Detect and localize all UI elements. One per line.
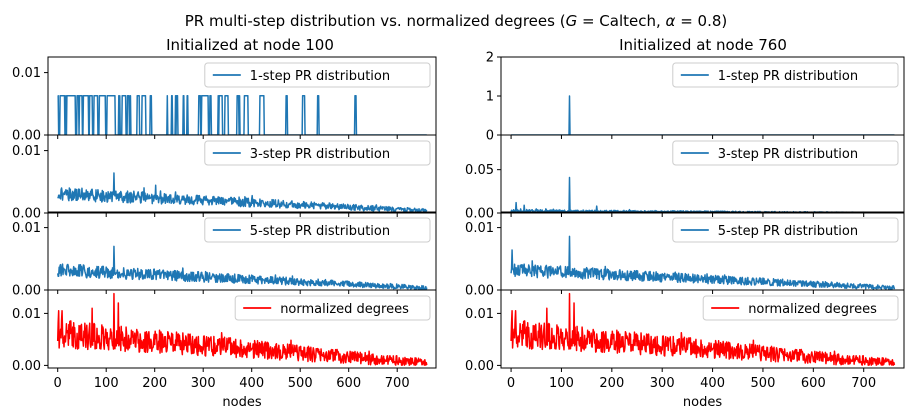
left-column-title: Initialized at node 100 [166,36,334,54]
x-axis-label: nodes [683,395,722,410]
subplot: 0.00 0.01 1-step PR distribution [12,56,437,144]
y-tick-label: 0.00 [465,284,494,299]
x-tick-label: 400 [239,376,264,391]
legend: 3-step PR distribution [204,140,431,166]
y-tick-label: 0.00 [12,359,41,374]
y-tick-label: 1 [486,90,494,105]
axes-frame [47,134,437,214]
y-tick-label: 0.00 [465,207,494,222]
legend: 1-step PR distribution [672,62,899,88]
legend-box [234,295,431,321]
legend: 5-step PR distribution [204,217,431,243]
legend-label: 3-step PR distribution [718,147,858,162]
y-tick-label: 0.01 [12,307,41,322]
legend-label: 5-step PR distribution [718,224,858,239]
y-tick-label: 0.01 [12,221,41,236]
y-tick-label: 0 [486,129,494,144]
y-tick-label: 0.01 [465,221,494,236]
legend-box [672,62,899,88]
x-tick-label: 400 [700,376,725,391]
legend-label: normalized degrees [280,302,409,317]
subplot: 0.00 0.01 5-step PR distribution [12,211,437,299]
x-tick-label: 100 [549,376,574,391]
x-tick-label: 0 [507,376,515,391]
series-line [57,172,428,213]
subplot: 0.00 0.01 0 100 200 300 400 500 600 700 normalized… [12,289,437,391]
x-tick-label: 700 [851,376,876,391]
subplot: 0 1 2 1-step PR distribution [486,51,905,144]
y-tick-label: 0.00 [12,284,41,299]
x-tick-label: 200 [142,376,167,391]
x-tick-label: 600 [336,376,361,391]
y-tick-label: 0.01 [12,66,41,81]
suptitle-part: G [566,12,578,30]
suptitle-part: α [666,12,676,30]
right-column-title: Initialized at node 760 [619,36,787,54]
legend-label: 1-step PR distribution [718,69,858,84]
legend: 3-step PR distribution [672,140,899,166]
legend-label: 1-step PR distribution [250,69,390,84]
legend: 1-step PR distribution [204,62,431,88]
x-tick-label: 600 [801,376,826,391]
axes-frame [500,134,905,214]
legend-label: 3-step PR distribution [250,147,390,162]
series-line [510,235,896,290]
y-tick-label: 0.00 [465,359,494,374]
x-tick-label: 200 [599,376,624,391]
y-tick-label: 0.05 [465,163,494,178]
legend-box [204,140,431,166]
x-tick-label: 500 [288,376,313,391]
legend: 5-step PR distribution [672,217,899,243]
legend-box [702,295,899,321]
y-tick-label: 2 [486,51,494,66]
suptitle-part: = Caltech, [577,12,665,30]
series-line [510,95,895,135]
legend-box [204,62,431,88]
x-tick-label: 0 [54,376,62,391]
subplot: 0.00 0.01 0 100 200 300 400 500 600 700 normalized… [465,289,905,391]
y-tick-label: 0.01 [12,144,41,159]
legend-label: 5-step PR distribution [250,224,390,239]
x-tick-label: 100 [94,376,119,391]
suptitle-part: = 0.8) [675,12,727,30]
y-tick-label: 0.00 [12,207,41,222]
axes-frame [500,289,905,369]
y-tick-label: 0.01 [465,307,494,322]
series-line [57,94,428,135]
subplot: 0.00 0.01 5-step PR distribution [465,211,905,299]
suptitle-part: PR multi-step distribution vs. normalize… [185,12,566,30]
figure-suptitle: PR multi-step distribution vs. normalize… [185,12,727,30]
subplot: 0.00 0.05 3-step PR distribution [465,134,905,222]
series-line [510,292,896,366]
axes-frame [47,289,437,369]
x-tick-label: 500 [751,376,776,391]
legend-box [204,217,431,243]
x-axis-label: nodes [222,395,261,410]
x-tick-label: 300 [191,376,216,391]
legend-box [672,140,899,166]
legend-label: normalized degrees [748,302,877,317]
x-tick-label: 300 [650,376,675,391]
series-line [510,176,895,213]
subplot: 0.00 0.01 3-step PR distribution [12,134,437,222]
series-line [56,292,428,366]
legend-box [672,217,899,243]
series-line [56,245,428,290]
y-tick-label: 0.00 [12,129,41,144]
x-tick-label: 700 [385,376,410,391]
legend: normalized degrees [702,295,899,321]
legend: normalized degrees [234,295,431,321]
